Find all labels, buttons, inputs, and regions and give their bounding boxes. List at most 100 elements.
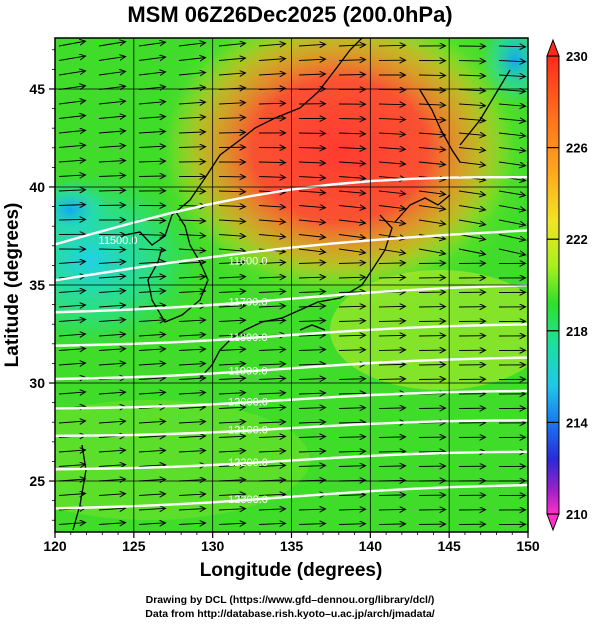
wind-arrow [378,148,405,150]
wind-arrow [418,119,445,121]
wind-arrow [498,248,525,255]
wind-arrow [498,61,525,62]
wind-arrow [378,524,405,525]
wind-arrow [338,321,365,322]
wind-arrow [178,249,205,251]
wind-arrow [138,334,165,336]
wind-vectors [58,41,525,525]
wind-arrow [58,190,85,191]
wind-arrow [298,235,325,238]
wind-arrow [338,422,365,423]
wind-arrow [178,220,205,221]
wind-arrow [338,495,365,496]
wind-arrow [178,277,205,278]
wind-arrow [298,335,325,336]
wind-arrow [258,306,285,307]
wind-arrow [58,494,85,496]
contour-label-11600: 11600.0 [229,256,268,268]
wind-arrow [298,509,325,510]
y-tick-label-25: 25 [29,473,45,489]
y-tick-label-45: 45 [29,81,45,97]
wind-arrow [458,148,485,151]
colorbar: 230 226 222 218 214 210 [546,38,588,532]
wind-arrow [418,190,445,194]
x-axis-ticks: 120 125 130 135 140 145 150 [43,532,540,554]
wind-arrow [58,205,85,206]
contour-label-12200: 12200.0 [228,457,268,469]
wind-arrow [98,175,125,176]
colorbar-tick-label-214: 214 [566,415,588,430]
wind-arrow [418,162,445,165]
wind-arrow [298,379,325,380]
wind-arrow [98,262,125,264]
wind-arrow [298,422,325,423]
wind-arrow [258,509,285,510]
credit-drawing: Drawing by DCL (https://www.gfd–dennou.o… [145,594,435,606]
wind-arrow [338,277,365,278]
wind-arrow [298,206,325,208]
wind-arrow [218,335,245,336]
wind-arrow [338,524,365,525]
wind-arrow [338,133,365,134]
wind-arrow [218,58,245,60]
wind-arrow [458,119,485,121]
wind-arrow [258,378,285,379]
wind-arrow [138,392,165,394]
wind-arrow [178,235,205,236]
wind-arrow [298,524,325,525]
wind-arrow [138,436,165,438]
wind-arrow [258,291,285,292]
x-tick-label-125: 125 [122,538,146,554]
wind-arrow [258,277,285,278]
wind-arrow [378,466,405,467]
wind-arrow [298,306,325,307]
wind-arrow [418,219,445,224]
contour-label-12100: 12100.0 [228,425,268,437]
wind-arrow [458,219,485,225]
wind-arrow [418,90,445,91]
wind-arrow [378,350,405,351]
wind-arrow [258,407,285,408]
wind-arrow [338,191,365,193]
map-title: MSM 06Z26Dec2025 (200.0hPa) [127,2,453,27]
wind-arrow [378,335,405,336]
wind-arrow [498,219,525,225]
wind-arrow [498,234,525,240]
colorbar-tick-label-210: 210 [566,507,588,522]
wind-arrow [98,465,125,467]
wind-arrow [138,72,165,75]
wind-arrow [338,408,365,409]
wind-arrow [218,494,245,495]
wind-arrow [258,162,285,163]
wind-arrow [138,57,165,60]
wind-arrow [58,465,85,467]
wind-arrow [58,219,85,220]
wind-arrow [498,90,525,92]
contour-label-12000: 12000.0 [228,396,268,408]
wind-arrow [458,190,485,195]
wind-arrow [338,60,365,61]
wind-arrow [498,147,525,151]
wind-arrow [378,495,405,496]
wind-arrow [258,73,285,75]
wind-arrow [298,248,325,252]
x-tick-label-140: 140 [359,538,383,554]
wind-arrow [378,277,405,278]
wind-arrow [258,44,285,46]
wind-arrow [258,262,285,263]
wind-arrow [338,350,365,351]
wind-arrow [458,234,485,240]
wind-arrow [258,465,285,466]
wind-arrow [418,104,445,105]
wind-arrow [338,177,365,179]
wind-arrow [418,133,445,135]
wind-arrow [178,349,205,350]
wind-arrow [338,292,365,293]
wind-arrow [138,305,165,307]
wind-arrow [58,41,85,47]
wind-arrow [378,133,405,134]
wind-arrow [98,249,125,250]
x-tick-label-145: 145 [437,538,461,554]
wind-arrow [98,523,125,525]
wind-arrow [458,75,485,76]
